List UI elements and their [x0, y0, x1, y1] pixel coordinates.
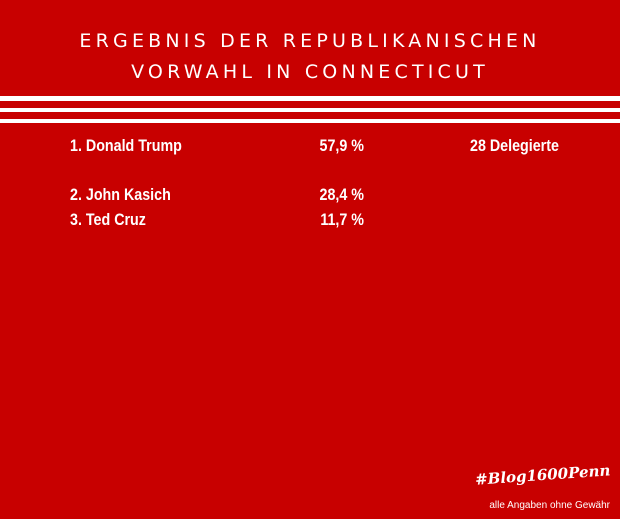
- result-rank: 1.: [70, 136, 82, 155]
- result-percent: 57,9 %: [319, 136, 364, 155]
- title-line-2: VORWAHL IN CONNECTICUT: [131, 61, 489, 83]
- result-rank: 3.: [70, 210, 82, 229]
- result-name: Ted Cruz: [85, 210, 146, 229]
- divider-stripe: [0, 96, 620, 101]
- result-name: John Kasich: [85, 185, 171, 204]
- result-percent: 28,4 %: [319, 185, 364, 204]
- disclaimer-text: alle Angaben ohne Gewähr: [489, 500, 610, 511]
- result-row-1: 1. Donald Trump: [70, 136, 182, 156]
- divider-stripe: [0, 108, 620, 112]
- divider-stripe: [0, 119, 620, 123]
- result-rank: 2.: [70, 185, 82, 204]
- title-line-1: ERGEBNIS DER REPUBLIKANISCHEN: [79, 30, 541, 52]
- result-name: Donald Trump: [85, 136, 182, 155]
- result-delegates: 28 Delegierte: [470, 136, 559, 155]
- result-percent: 11,7 %: [320, 210, 364, 229]
- hashtag-signature: #Blog1600Penn: [474, 461, 611, 489]
- result-row-2: 2. John Kasich: [70, 185, 171, 205]
- result-row-3: 3. Ted Cruz: [70, 210, 146, 230]
